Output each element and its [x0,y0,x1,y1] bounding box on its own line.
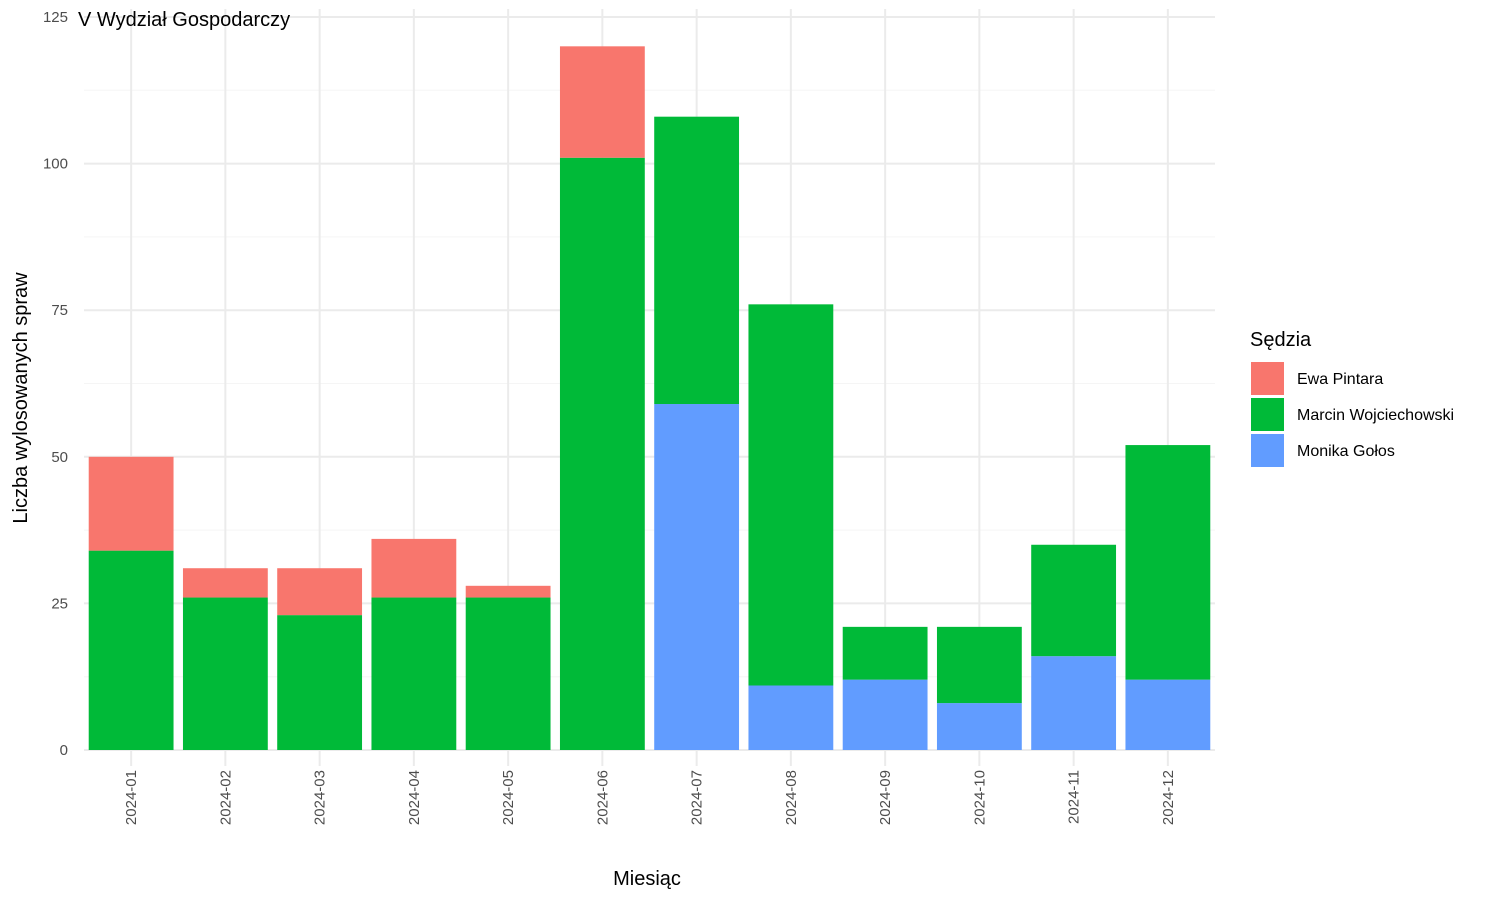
bar-segment [182,597,268,750]
bar-segment [465,585,551,598]
x-axis-title: Miesiąc [613,868,681,890]
y-tick-label: 50 [51,449,68,466]
legend-key [1251,362,1284,395]
bar-segment [88,456,174,551]
bar-segment [936,626,1022,704]
x-tick-label: 2024-05 [500,770,517,825]
bar-segment [842,626,928,680]
bar-segment [748,304,834,686]
legend-label: Marcin Wojciechowski [1297,407,1454,424]
legend: Sędzia Ewa Pintara Marcin Wojciechowski Mo… [1250,329,1454,467]
bar-segment [748,685,834,750]
x-axis: 2024-01 2024-02 2024-03 2024-04 2024-05 2024-… [123,770,1177,825]
y-axis-title: Liczba wylosowanych spraw [10,272,32,524]
bar-segment [88,550,174,750]
bar-segment [842,679,928,750]
bar-segment [1031,656,1117,750]
x-tick-label: 2024-12 [1160,770,1177,825]
bar-segment [559,157,645,751]
bar-segment [654,116,740,405]
legend-label: Ewa Pintara [1297,371,1383,388]
bar-segment [1031,544,1117,657]
y-tick-label: 125 [43,9,68,26]
x-tick-label: 2024-06 [594,770,611,825]
bar-segment [936,703,1022,750]
bar-segment [559,46,645,158]
y-tick-label: 75 [51,302,68,319]
y-tick-label: 100 [43,156,68,173]
bar-segment [277,615,363,750]
bars [88,46,1211,751]
bar-segment [1125,679,1211,750]
legend-label: Monika Gołos [1297,443,1395,460]
x-tick-label: 2024-04 [406,770,423,825]
y-axis: 0 25 50 75 100 125 [43,9,68,759]
legend-title: Sędzia [1250,329,1312,351]
y-tick-label: 0 [60,742,68,759]
bar-segment [1125,445,1211,680]
x-tick-label: 2024-02 [217,770,234,825]
x-tick-label: 2024-09 [877,770,894,825]
x-tick-label: 2024-01 [123,770,140,825]
x-tick-label: 2024-11 [1066,770,1083,824]
x-tick-label: 2024-07 [689,770,706,825]
bar-segment [465,597,551,750]
chart-title: V Wydział Gospodarczy [78,9,290,31]
legend-key [1251,398,1284,431]
bar-segment [371,538,457,598]
bar-segment [277,568,363,616]
y-tick-label: 25 [51,595,68,612]
x-tick-label: 2024-03 [312,770,329,825]
x-tick-label: 2024-10 [971,770,988,825]
bar-segment [371,597,457,750]
bar-segment [182,568,268,598]
x-tick-label: 2024-08 [783,770,800,825]
legend-key [1251,434,1284,467]
bar-segment [654,404,740,750]
